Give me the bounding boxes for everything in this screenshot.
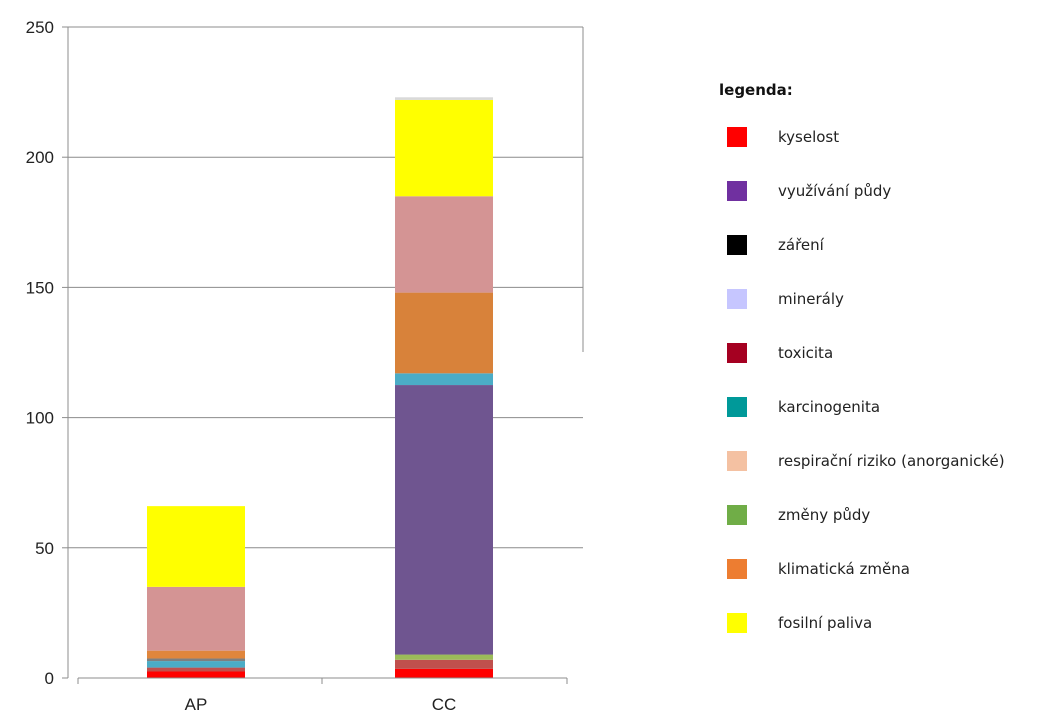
- bar-AP-segment-0: [147, 671, 245, 678]
- stacked-bar-chart: 0 50 100 150 200 250 AP CC: [26, 18, 584, 714]
- bar-CC-segment-4: [395, 373, 493, 386]
- x-category-label-CC: CC: [432, 695, 457, 714]
- legend-item-6: respirační riziko (anorganické): [718, 434, 1058, 488]
- legend-label-6: respirační riziko (anorganické): [778, 452, 1005, 470]
- legend-swatch-8: [727, 559, 747, 579]
- y-tick-label-5: 250: [26, 18, 54, 37]
- legend-label-9: fosilní paliva: [778, 614, 873, 632]
- legend-label-8: klimatická změna: [778, 560, 910, 578]
- chart-legend: legenda: kyselost využívání půdy záření min…: [718, 80, 1058, 650]
- legend-label-7: změny půdy: [778, 506, 871, 524]
- chart-gridlines: [68, 156, 583, 549]
- legend-item-1: využívání půdy: [718, 164, 1058, 218]
- bar-AP-segment-6: [147, 506, 245, 587]
- legend-swatch-7: [727, 505, 747, 525]
- bar-AP-segment-3: [147, 658, 245, 662]
- legend-item-8: klimatická změna: [718, 542, 1058, 596]
- legend-item-9: fosilní paliva: [718, 596, 1058, 650]
- chart-labels: 0 50 100 150 200 250 AP CC: [26, 18, 457, 714]
- y-tick-label-4: 200: [26, 148, 54, 167]
- legend-title: legenda:: [719, 81, 793, 99]
- bar-CC-segment-7: [395, 99, 493, 197]
- y-tick-label-1: 50: [35, 539, 54, 558]
- y-tick-label-3: 150: [26, 278, 54, 297]
- bar-CC-segment-5: [395, 292, 493, 374]
- legend-item-0: kyselost: [718, 110, 1058, 164]
- bar-CC-segment-2: [395, 654, 493, 660]
- legend-swatch-3: [727, 289, 747, 309]
- chart-bars: [147, 97, 493, 678]
- legend-swatch-0: [727, 127, 747, 147]
- legend-swatch-1: [727, 181, 747, 201]
- bar-AP-segment-2: [147, 661, 245, 668]
- legend-item-7: změny půdy: [718, 488, 1058, 542]
- y-tick-label-2: 100: [26, 409, 54, 428]
- y-tick-label-0: 0: [45, 669, 54, 688]
- bar-CC-segment-6: [395, 196, 493, 293]
- legend-item-3: minerály: [718, 272, 1058, 326]
- legend-swatch-2: [727, 235, 747, 255]
- bar-AP-segment-4: [147, 650, 245, 659]
- legend-label-0: kyselost: [778, 128, 840, 146]
- legend-label-4: toxicita: [778, 344, 834, 362]
- legend-item-2: záření: [718, 218, 1058, 272]
- legend-item-5: karcinogenita: [718, 380, 1058, 434]
- bar-CC-segment-8: [395, 97, 493, 100]
- legend-swatch-9: [727, 613, 747, 633]
- bar-CC-segment-0: [395, 668, 493, 678]
- chart-axes: [62, 26, 584, 684]
- bar-AP-segment-1: [147, 667, 245, 672]
- bar-CC-segment-3: [395, 385, 493, 655]
- bar-AP-segment-5: [147, 586, 245, 651]
- legend-item-4: toxicita: [718, 326, 1058, 380]
- legend-swatch-5: [727, 397, 747, 417]
- legend-label-5: karcinogenita: [778, 398, 881, 416]
- bar-CC-segment-1: [395, 659, 493, 669]
- legend-label-3: minerály: [778, 290, 844, 308]
- legend-swatch-4: [727, 343, 747, 363]
- legend-swatch-6: [727, 451, 747, 471]
- legend-label-1: využívání půdy: [778, 182, 892, 200]
- legend-label-2: záření: [778, 236, 824, 254]
- legend-items: kyselost využívání půdy záření minerály toxi…: [718, 110, 1058, 650]
- x-category-label-AP: AP: [185, 695, 208, 714]
